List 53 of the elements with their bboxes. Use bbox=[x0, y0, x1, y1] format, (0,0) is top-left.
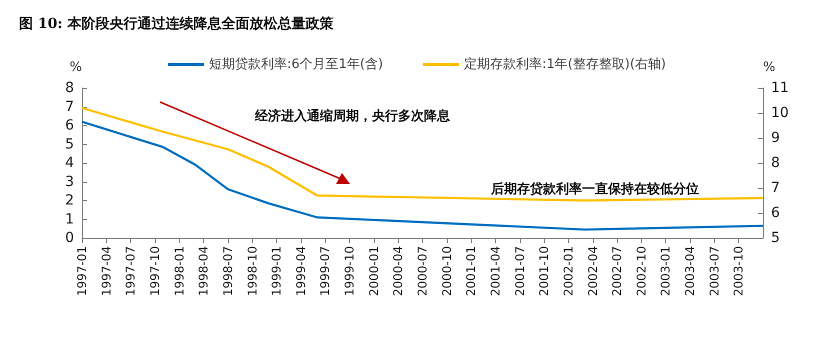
x-tick-label: 1999-10 bbox=[342, 246, 357, 296]
y-axis-title: % bbox=[70, 60, 82, 75]
x-tick-label: 2003-10 bbox=[732, 246, 746, 296]
chart-title: 图 10: 本阶段央行通过连续降息全面放松总量政策 bbox=[19, 15, 334, 32]
x-tick-label: 2002-04 bbox=[586, 246, 600, 296]
x-tick-label: 2001-07 bbox=[512, 246, 527, 296]
x-tick-label: 2000-07 bbox=[416, 246, 430, 296]
x-tick-label: 2002-01 bbox=[561, 246, 576, 296]
x-tick-label: 1997-07 bbox=[124, 246, 138, 296]
x-tick-label: 2003-01 bbox=[658, 246, 673, 296]
x-tick-label: 1999-07 bbox=[318, 246, 332, 296]
legend-label: 定期存款利率:1年(整存整取)(右轴) bbox=[464, 56, 666, 72]
x-tick-label: 2000-10 bbox=[440, 246, 454, 296]
y2-axis-title: % bbox=[763, 60, 776, 75]
x-tick-label: 1999-04 bbox=[294, 246, 308, 296]
annotation: 后期存贷款利率一直保持在较低分位 bbox=[490, 181, 699, 197]
y2-tick-label: 9 bbox=[771, 130, 780, 146]
y-tick-label: 0 bbox=[65, 230, 74, 246]
y-tick-label: 2 bbox=[65, 192, 74, 208]
x-tick-label: 1999-01 bbox=[270, 246, 284, 296]
line-series bbox=[80, 106, 764, 202]
x-tick-label: 2000-04 bbox=[391, 246, 406, 296]
y-tick-label: 3 bbox=[65, 174, 74, 190]
x-tick-label: 2003-04 bbox=[683, 246, 698, 296]
x-tick-label: 2003-07 bbox=[707, 246, 722, 296]
y-tick-label: 4 bbox=[65, 155, 74, 171]
x-tick-label: 2002-10 bbox=[634, 246, 648, 296]
x-tick-label: 2002-07 bbox=[610, 246, 624, 296]
x-tick-label: 1998-07 bbox=[220, 246, 235, 296]
y2-tick-label: 5 bbox=[771, 230, 780, 246]
x-tick-label: 2000-01 bbox=[366, 246, 381, 296]
y2-tick-label: 8 bbox=[771, 155, 780, 171]
y-tick-label: 6 bbox=[65, 118, 74, 134]
annotation: 经济进入通缩周期，央行多次降息 bbox=[254, 108, 451, 124]
x-tick-label: 2001-10 bbox=[537, 246, 552, 296]
y-tick-label: 7 bbox=[65, 98, 74, 115]
legend-label: 短期贷款利率:6个月至1年(含) bbox=[209, 56, 384, 72]
y-tick-label: 5 bbox=[65, 136, 74, 152]
x-tick-label: 1998-10 bbox=[245, 246, 260, 296]
y2-tick-label: 7 bbox=[771, 180, 780, 196]
x-tick-label: 1998-04 bbox=[196, 246, 211, 296]
x-tick-label: 2001-01 bbox=[464, 246, 478, 296]
x-tick-label: 2001-04 bbox=[488, 246, 502, 296]
y-tick-label: 8 bbox=[65, 80, 74, 96]
y2-tick-label: 6 bbox=[771, 205, 780, 221]
x-tick-label: 1997-01 bbox=[75, 246, 89, 296]
y2-tick-label: 10 bbox=[771, 105, 789, 121]
y-tick-label: 1 bbox=[65, 211, 74, 228]
x-tick-label: 1998-01 bbox=[172, 246, 186, 296]
line-series bbox=[80, 120, 764, 231]
x-tick-label: 1997-04 bbox=[99, 246, 114, 296]
x-tick-label: 1997-10 bbox=[148, 246, 162, 296]
y2-tick-label: 11 bbox=[771, 80, 789, 96]
